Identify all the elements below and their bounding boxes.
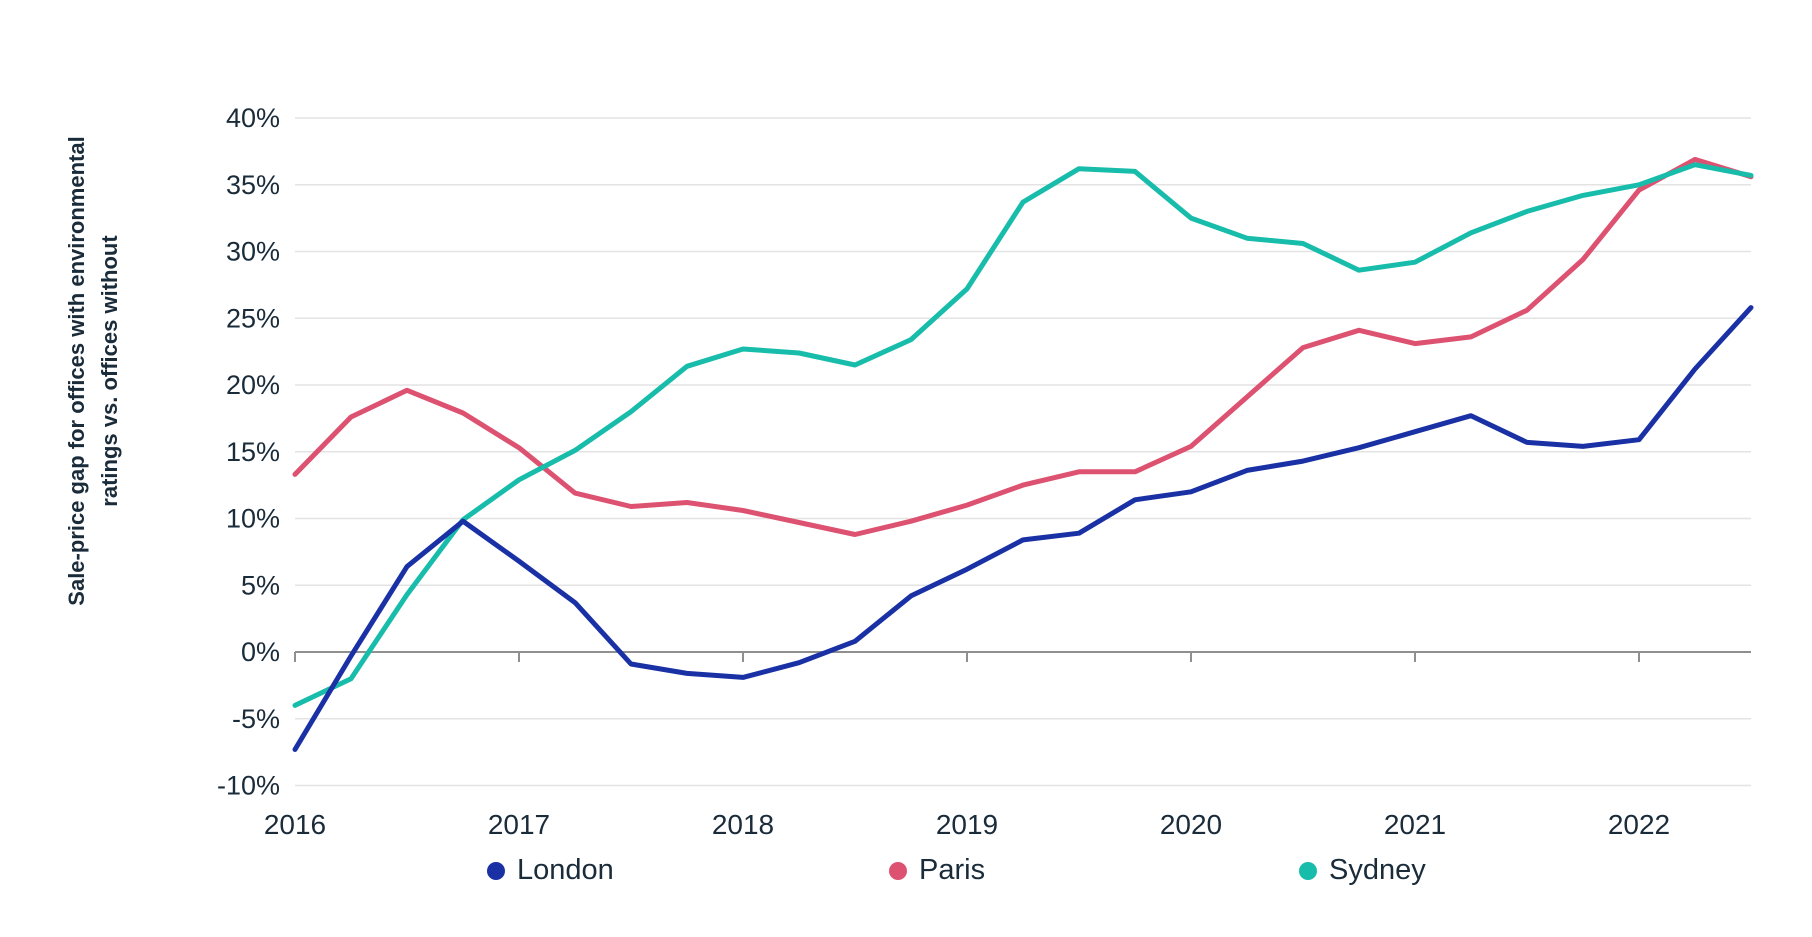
y-tick-label: 20% <box>226 370 280 400</box>
y-tick-label: 25% <box>226 303 280 333</box>
y-tick-label: -5% <box>232 704 280 734</box>
y-tick-label: 5% <box>241 570 280 600</box>
y-tick-label: -10% <box>217 771 280 801</box>
y-tick-label: 30% <box>226 237 280 267</box>
y-axis-title: Sale-price gap for offices with environm… <box>60 91 126 651</box>
axis-labels-group: 40% 35% 30% 25% 20% 15% 10% 5% 0% -5% -10% 2016 2017… <box>217 103 1670 840</box>
series-line-london <box>292 305 1754 752</box>
series-group <box>292 156 1754 752</box>
y-axis-title-line-2: ratings vs. offices without <box>97 235 122 507</box>
y-axis-title-line-1: Sale-price gap for offices with environm… <box>64 136 89 606</box>
series-line-sydney <box>292 162 1754 708</box>
x-tick-label: 2016 <box>264 809 326 840</box>
x-tick-label: 2022 <box>1608 809 1670 840</box>
axis-group <box>294 651 1751 662</box>
y-tick-label: 35% <box>226 170 280 200</box>
x-tick-label: 2019 <box>936 809 998 840</box>
series-line-paris <box>292 156 1754 537</box>
y-tick-label: 10% <box>226 504 280 534</box>
y-tick-label: 40% <box>226 103 280 133</box>
x-tick-label: 2018 <box>712 809 774 840</box>
x-tick-label: 2020 <box>1160 809 1222 840</box>
y-tick-label: 15% <box>226 437 280 467</box>
gridlines-group <box>295 117 1751 787</box>
y-tick-label: 0% <box>241 637 280 667</box>
x-tick-label: 2017 <box>488 809 550 840</box>
x-tick-label: 2021 <box>1384 809 1446 840</box>
